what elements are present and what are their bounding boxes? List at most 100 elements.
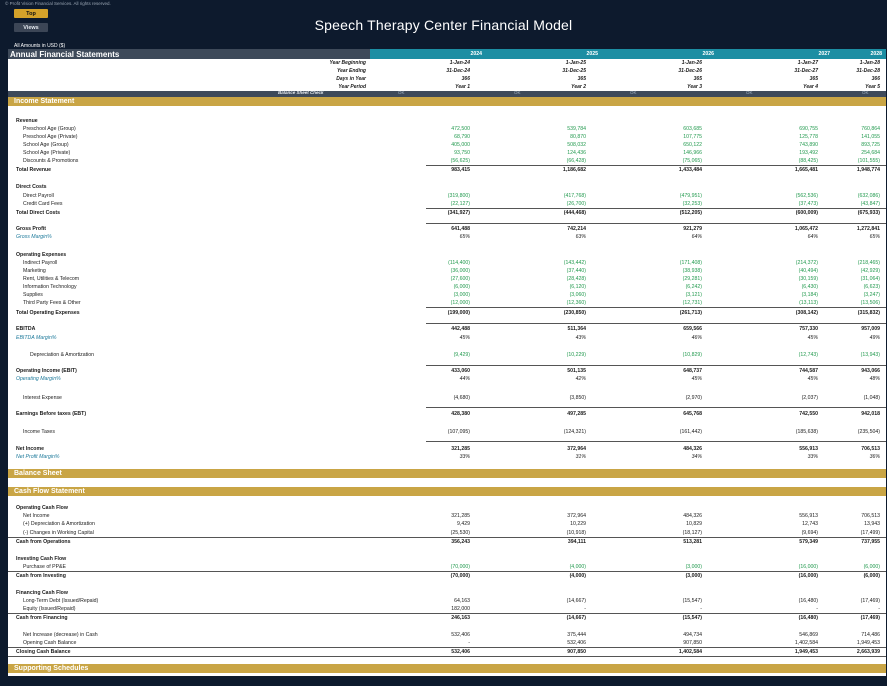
table-row: School Age (Group) 405,000 508,032 650,122 7…: [8, 141, 886, 149]
period-header-label: Year Period: [338, 84, 366, 90]
table-row: Preschool Age (Private) 68,790 80,870 107,7…: [8, 133, 886, 141]
row-label: School Age (Private): [23, 150, 71, 156]
table-row: EBITDA Margin% 45% 43% 46% 45% 49%: [8, 334, 886, 342]
cell-value: 714,486: [861, 632, 880, 638]
cell-value: (15,547): [682, 615, 702, 621]
cell-value: 33%: [459, 454, 470, 460]
cell-value: 1,402,584: [794, 640, 818, 646]
cell-value: (16,480): [798, 615, 818, 621]
row-label: Discounts & Promotions: [23, 158, 79, 164]
cell-value: (14,667): [566, 598, 586, 604]
row-label: Closing Cash Balance: [16, 649, 71, 655]
table-row: Total Operating Expenses (199,000) (230,85…: [8, 309, 886, 317]
cell-value: 1,402,584: [678, 649, 702, 655]
cell-value: 513,281: [683, 539, 702, 545]
cell-value: 65%: [459, 234, 470, 240]
cell-value: 907,850: [683, 640, 702, 646]
cell-value: 556,913: [799, 446, 818, 452]
cell-value: (3,184): [801, 292, 818, 298]
table-row: Preschool Age (Group) 472,500 539,784 603,6…: [8, 125, 886, 133]
section-heading: Financing Cash Flow: [8, 589, 886, 597]
table-row: Third Party Fees & Other (12,000) (12,360)…: [8, 299, 886, 307]
row-label: Total Operating Expenses: [16, 310, 80, 316]
balance-check-label: Balance Sheet Check: [278, 90, 324, 95]
period-header-value: 31-Dec-24: [446, 68, 470, 74]
divider: [426, 307, 886, 308]
cell-value: (40,494): [798, 268, 818, 274]
period-header-value: 1-Jan-24: [449, 60, 470, 66]
cell-value: 484,326: [683, 513, 702, 519]
cell-value: (214,372): [795, 260, 818, 266]
cell-value: (4,680): [453, 395, 470, 401]
cell-value: (12,743): [798, 352, 818, 358]
cell-value: 43%: [575, 335, 586, 341]
section-heading: Direct Costs: [8, 183, 886, 191]
cell-value: 372,964: [567, 446, 586, 452]
cell-value: 321,285: [451, 446, 470, 452]
table-row: Credit Card Fees (22,127) (26,700) (32,253)…: [8, 200, 886, 208]
cell-value: (36,000): [450, 268, 470, 274]
row-label: Equity (Issued/Repaid): [23, 606, 76, 612]
divider: [426, 441, 886, 442]
supporting-schedules-bar[interactable]: Supporting Schedules: [8, 664, 886, 673]
cell-value: 497,285: [567, 411, 586, 417]
table-row: Gross Profit 641,488 742,214 921,279 1,065,4…: [8, 225, 886, 233]
cell-value: 64,163: [454, 598, 470, 604]
cell-value: (75,065): [682, 158, 702, 164]
row-label: Financing Cash Flow: [16, 590, 68, 596]
views-button[interactable]: Views: [14, 23, 48, 32]
cell-value: 1,949,453: [856, 640, 880, 646]
period-header-row: Year Ending 31-Dec-24 31-Dec-25 31-Dec-26 31…: [8, 67, 886, 75]
cell-value: (479,951): [679, 193, 702, 199]
cell-value: (18,127): [682, 530, 702, 536]
row-label: Cash from Financing: [16, 615, 68, 621]
table-row: Indirect Payroll (114,400) (143,442) (171,4…: [8, 259, 886, 267]
cell-value: (1,048): [863, 395, 880, 401]
cell-value: (27,600): [450, 276, 470, 282]
period-header-value: 365: [577, 76, 586, 82]
section-heading: Investing Cash Flow: [8, 555, 886, 563]
cell-value: 645,768: [683, 411, 702, 417]
table-row: Rent, Utilities & Telecom (27,600) (28,428…: [8, 275, 886, 283]
row-label: Gross Margin%: [16, 234, 52, 240]
balance-sheet-bar[interactable]: Balance Sheet: [8, 469, 886, 478]
row-label: Investing Cash Flow: [16, 556, 67, 562]
divider: [426, 208, 886, 209]
table-row: Information Technology (6,000) (6,120) (6,2…: [8, 283, 886, 291]
cell-value: -: [816, 606, 818, 612]
row-label: Credit Card Fees: [23, 201, 63, 207]
cell-value: (28,428): [566, 276, 586, 282]
cell-value: (185,638): [795, 429, 818, 435]
cell-value: (16,000): [798, 573, 818, 579]
cell-value: (3,000): [453, 292, 470, 298]
row-label: Supplies: [23, 292, 43, 298]
period-header-row: Year Period Year 1 Year 2 Year 3 Year 4 Year …: [8, 83, 886, 91]
table-row: Depreciation & Amortization (9,429) (10,22…: [8, 351, 886, 359]
cell-value: 532,406: [451, 649, 470, 655]
table-row: Interest Expense (4,680) (3,850) (2,970) (2,…: [8, 394, 886, 402]
cell-value: 511,364: [567, 326, 586, 332]
row-label: Net Income: [16, 446, 44, 452]
cell-value: 942,018: [861, 411, 880, 417]
cell-value: 556,913: [799, 513, 818, 519]
table-row: Net Profit Margin% 33% 31% 34% 33% 36%: [8, 453, 886, 461]
row-label: Direct Payroll: [23, 193, 54, 199]
cell-value: (3,000): [685, 573, 702, 579]
row-label: Purchase of PP&E: [23, 564, 66, 570]
row-label: EBITDA: [16, 326, 36, 332]
cash-flow-bar[interactable]: Cash Flow Statement: [8, 487, 886, 496]
table-row: Net Income 321,285 372,964 484,326 556,913 70…: [8, 512, 886, 520]
cell-value: 10,829: [686, 521, 702, 527]
year-header: 2027: [718, 49, 834, 59]
bottom-band: [0, 676, 887, 686]
cell-value: 742,214: [567, 226, 586, 232]
cell-value: (25,530): [450, 530, 470, 536]
income-statement-bar[interactable]: Income Statement: [8, 97, 886, 106]
cell-value: (12,731): [682, 300, 702, 306]
table-row: Cash from Investing (70,000) (4,000) (3,000…: [8, 572, 886, 580]
section-heading: Operating Cash Flow: [8, 504, 886, 512]
cell-value: (3,121): [685, 292, 702, 298]
cell-value: 744,587: [799, 368, 818, 374]
top-button[interactable]: Top: [14, 9, 48, 18]
cell-value: 125,778: [799, 134, 818, 140]
